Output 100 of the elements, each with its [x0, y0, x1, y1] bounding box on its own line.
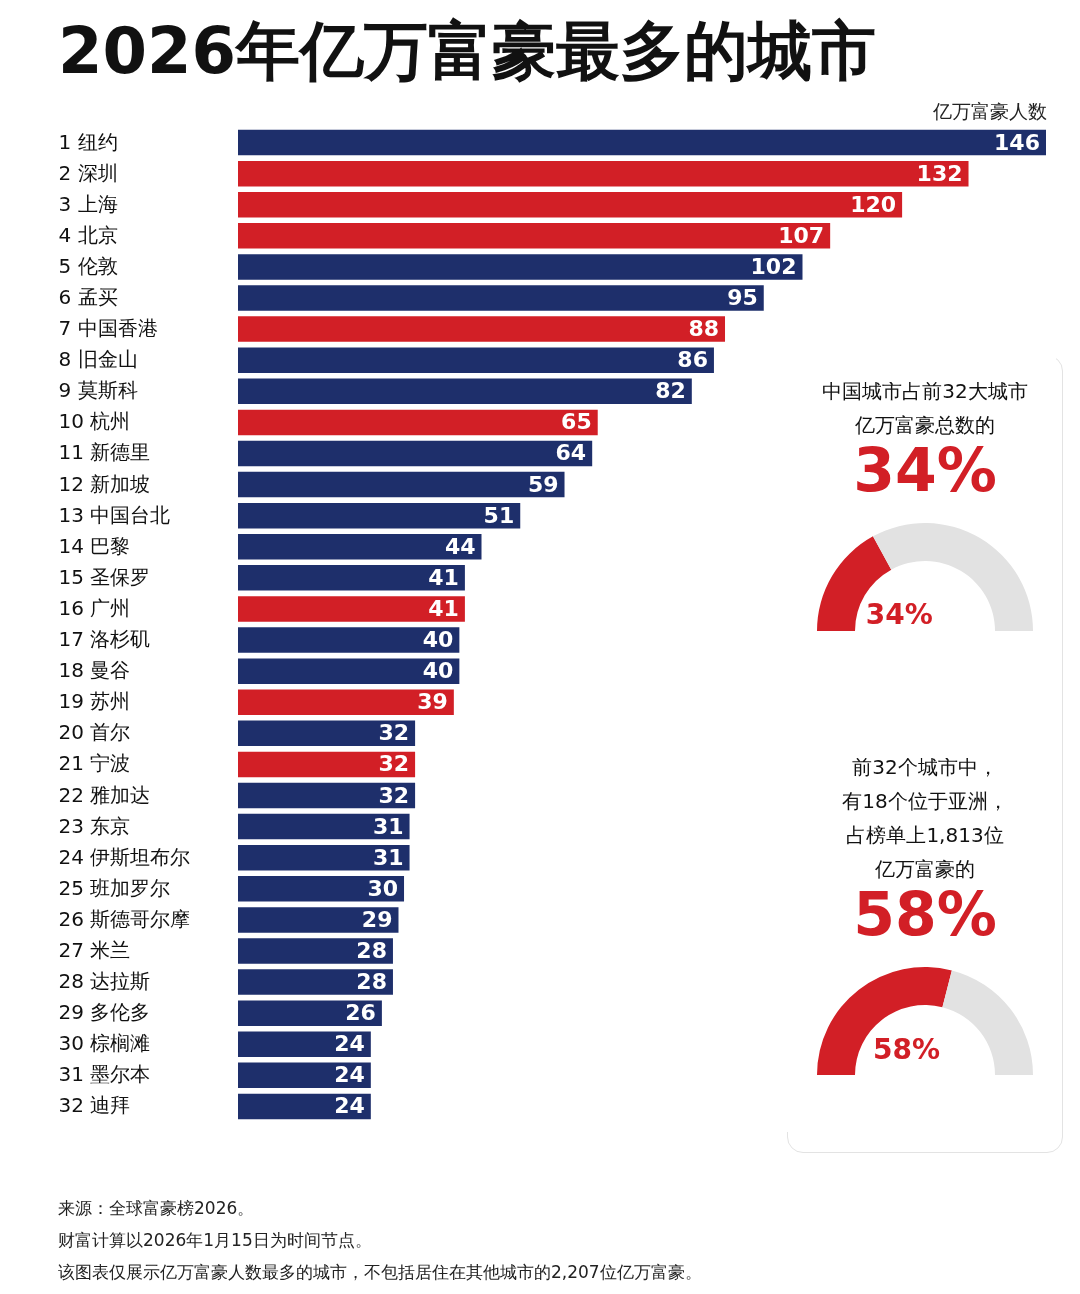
data-label: 39: [417, 689, 448, 715]
y-tick-label: 23 东京: [58, 813, 131, 838]
data-label: 32: [378, 782, 410, 808]
bar: [238, 440, 593, 467]
data-label: 58%: [873, 1033, 941, 1067]
y-tick-label: 5 伦敦: [58, 253, 118, 278]
bar: [238, 1000, 382, 1026]
data-label: 28: [356, 969, 387, 995]
y-tick-label: 31 墨尔本: [58, 1062, 151, 1087]
y-tick-label: 12 新加坡: [58, 471, 151, 496]
bar: [238, 223, 831, 249]
bar: [238, 876, 405, 902]
source-note: 来源：全球富豪榜2026。: [58, 1197, 256, 1220]
bar: [238, 658, 460, 684]
bar: [238, 565, 465, 591]
bar: [238, 347, 714, 373]
data-label: 29: [361, 906, 393, 932]
y-tick-label: 7 中国香港: [58, 316, 158, 341]
y-tick-label: 15 圣保罗: [58, 564, 151, 589]
y-tick-label: 26 斯德哥尔摩: [58, 906, 191, 931]
y-tick-label: 32 迪拜: [58, 1093, 131, 1118]
data-label: 24: [334, 1031, 365, 1057]
y-tick-label: 13 中国台北: [58, 502, 171, 527]
y-tick-label: 24 伊斯坦布尔: [58, 844, 191, 869]
bar: [238, 316, 726, 342]
data-label: 31: [372, 813, 404, 839]
bar: [238, 844, 410, 871]
bar: [238, 969, 393, 995]
data-label: 51: [483, 502, 515, 528]
y-tick-label: 21 宁波: [58, 751, 131, 776]
data-label: 30: [367, 875, 399, 901]
bar: [238, 534, 482, 560]
bar: [238, 502, 521, 529]
y-tick-label: 25 班加罗尔: [58, 875, 171, 900]
y-tick-label: 28 达拉斯: [58, 969, 151, 994]
data-label: 40: [422, 658, 454, 684]
bar: [238, 378, 692, 405]
y-tick-label: 30 棕榈滩: [58, 1031, 151, 1056]
data-label: 24: [334, 1062, 365, 1088]
chart-title: 2026年亿万富豪最多的城市: [58, 14, 877, 88]
data-label: 82: [655, 378, 686, 404]
bar: [238, 1093, 371, 1120]
data-label: 28: [356, 937, 387, 963]
y-tick-label: 27 米兰: [58, 937, 131, 962]
y-tick-label: 11 新德里: [58, 440, 151, 465]
data-label: 40: [422, 627, 454, 653]
data-label: 95: [727, 285, 758, 311]
y-tick-label: 9 莫斯科: [58, 378, 138, 403]
data-label: 65: [561, 409, 592, 435]
bar: [238, 938, 393, 964]
bar: [238, 160, 969, 187]
bar: [238, 285, 764, 311]
bar: [238, 627, 460, 653]
bar: [238, 813, 410, 840]
bar: [238, 409, 598, 436]
data-label: 132: [916, 160, 963, 186]
text: 该图表仅展示亿万富豪人数最多的城市，不包括居住在其他城市的2,207位亿万富豪。: [58, 1261, 702, 1284]
data-label: 59: [527, 471, 559, 497]
bar: [238, 1062, 371, 1089]
y-tick-label: 1 纽约: [58, 129, 118, 154]
bar: [238, 782, 416, 809]
bar: [238, 1031, 371, 1058]
bar: [238, 907, 399, 933]
x-axis-title: 亿万富豪人数: [931, 99, 1047, 122]
bar: [238, 596, 465, 622]
data-label: 31: [372, 844, 404, 870]
y-tick-label: 8 旧金山: [58, 347, 138, 372]
data-label: 41: [428, 595, 459, 621]
y-tick-label: 3 上海: [58, 191, 118, 216]
bar: [238, 751, 416, 778]
y-tick-label: 6 孟买: [58, 285, 118, 310]
data-label: 34%: [865, 597, 933, 631]
data-label: 88: [688, 316, 720, 342]
data-label: 64: [555, 440, 587, 466]
bar: [238, 471, 565, 498]
y-tick-label: 19 苏州: [58, 689, 131, 714]
y-tick-label: 16 广州: [58, 595, 131, 620]
bar: [238, 191, 903, 218]
data-label: 32: [378, 720, 410, 746]
bar: [238, 689, 454, 715]
y-tick-label: 17 洛杉矶: [58, 627, 151, 652]
y-tick-label: 4 北京: [58, 222, 118, 247]
data-label: 86: [677, 347, 708, 373]
chart-subtitle: 58%: [853, 879, 997, 949]
bar: [238, 720, 416, 747]
bar: [238, 254, 803, 280]
data-label: 107: [778, 222, 825, 248]
y-tick-label: 22 雅加达: [58, 782, 151, 807]
data-label: 146: [994, 129, 1040, 155]
y-tick-label: 2 深圳: [58, 160, 118, 185]
chart-subtitle: 34%: [853, 435, 997, 505]
y-tick-label: 29 多伦多: [58, 1000, 151, 1025]
bar: [238, 129, 1046, 156]
data-label: 24: [334, 1093, 365, 1119]
data-label: 32: [378, 751, 410, 777]
data-label: 41: [428, 564, 459, 590]
text: 财富计算以2026年1月15日为时间节点。: [58, 1229, 373, 1252]
y-tick-label: 10 杭州: [58, 409, 131, 434]
data-label: 120: [850, 191, 897, 217]
y-tick-label: 14 巴黎: [58, 533, 131, 558]
